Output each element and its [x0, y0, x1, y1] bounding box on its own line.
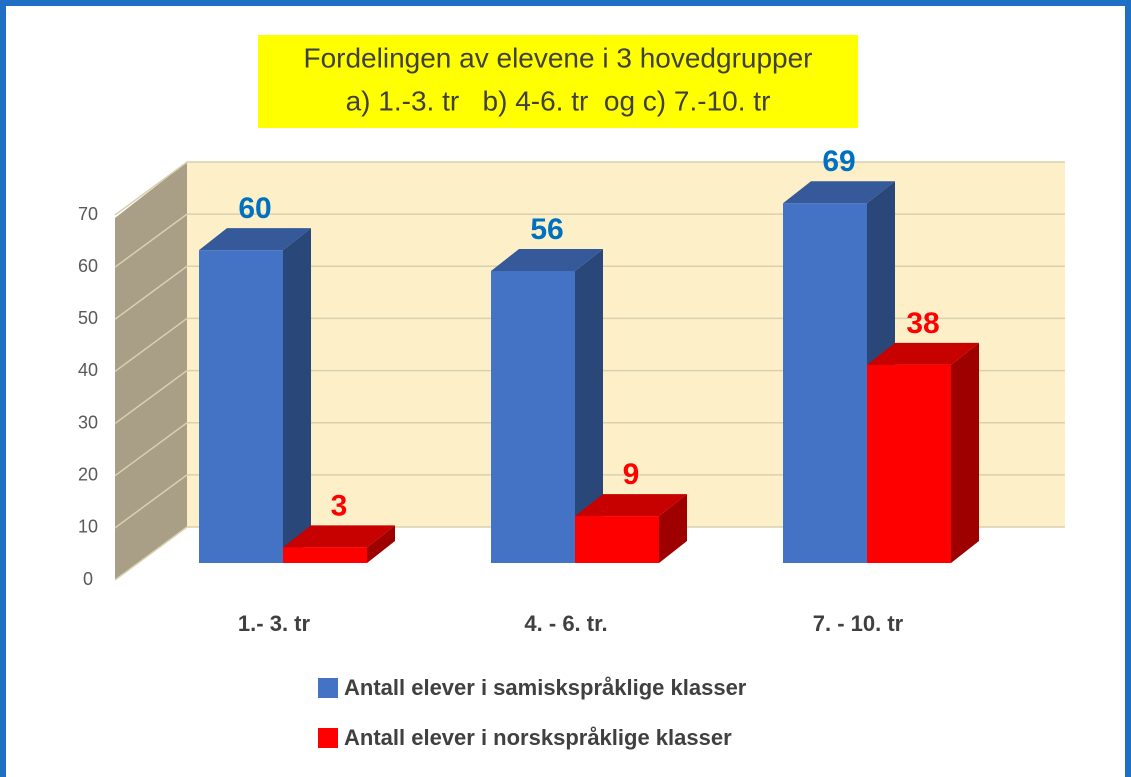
bar-top [575, 494, 687, 517]
bar [575, 516, 659, 563]
bar [283, 547, 367, 563]
y-tick-label: 50 [78, 308, 98, 328]
bar-side [951, 342, 979, 563]
y-tick-label: 20 [78, 464, 98, 484]
data-label: 3 [331, 489, 348, 522]
title-box [258, 35, 858, 128]
bar-side [367, 525, 395, 563]
data-label: 56 [530, 213, 563, 246]
x-tick-label: 7. - 10. tr [813, 611, 904, 636]
legend-label: Antall elever i samiskspråklige klasser [344, 675, 747, 700]
legend-label: Antall elever i norskspråklige klasser [344, 725, 732, 750]
side-wall [115, 162, 187, 580]
y-tick-label: 0 [83, 569, 93, 589]
bar-side [283, 228, 311, 563]
bar [783, 203, 867, 563]
chart-title: Fordelingen av elevene i 3 hovedgrupper [303, 42, 812, 73]
bar [867, 364, 951, 563]
bar-top [283, 525, 395, 548]
side-grid-line [114, 474, 188, 529]
side-grid-line [114, 317, 188, 373]
bar-top [783, 181, 895, 204]
legend-swatch [318, 678, 338, 698]
chart-subtitle: a) 1.-3. tr b) 4-6. tr og c) 7.-10. tr [346, 85, 771, 116]
bar-top [491, 249, 603, 271]
side-grid-line [114, 265, 188, 320]
bar-top [199, 228, 311, 251]
y-tick-label: 40 [78, 360, 98, 380]
data-label: 69 [822, 145, 855, 178]
y-tick-label: 60 [78, 256, 98, 276]
data-label: 38 [906, 307, 939, 340]
side-grid-line [114, 422, 188, 477]
y-tick-label: 70 [78, 204, 98, 224]
side-grid-line [114, 213, 188, 268]
legend-swatch [318, 728, 338, 748]
bar-side [575, 249, 603, 563]
bar [199, 250, 283, 563]
bar [491, 271, 575, 563]
data-label: 9 [623, 458, 640, 491]
side-grid-line [114, 526, 188, 581]
side-grid-line [114, 161, 188, 216]
side-grid-line [114, 369, 188, 425]
data-label: 60 [238, 192, 271, 225]
bar-side [659, 494, 687, 563]
y-tick-label: 30 [78, 412, 98, 432]
x-tick-label: 4. - 6. tr. [524, 611, 607, 636]
bar-top [867, 342, 979, 365]
y-tick-label: 10 [78, 517, 98, 537]
x-tick-label: 1.- 3. tr [238, 611, 311, 636]
